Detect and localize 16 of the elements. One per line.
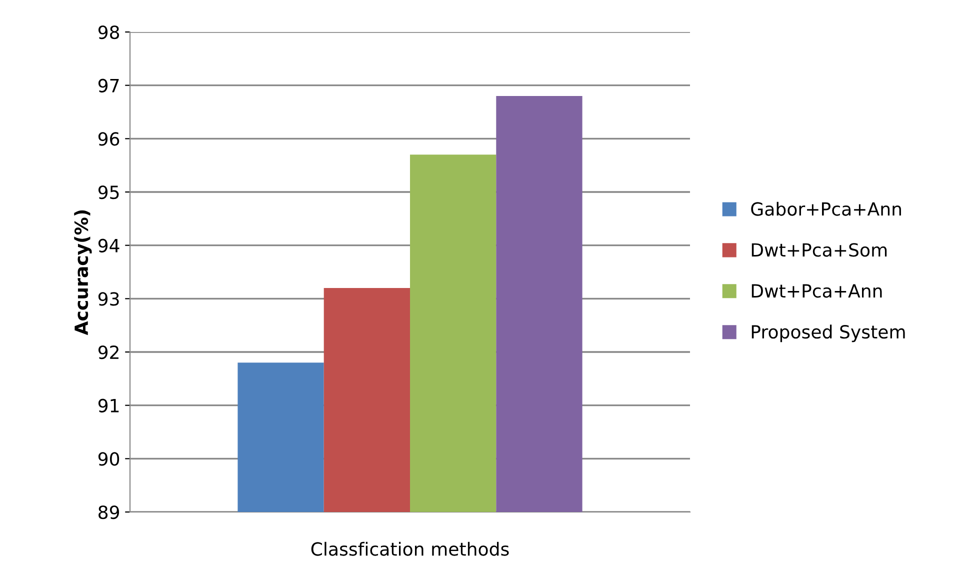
- y-tick-label: 98: [98, 25, 120, 40]
- legend-label: Dwt+Pca+Som: [752, 243, 887, 257]
- y-tick-label: 96: [98, 132, 120, 146]
- y-tick-label: 97: [98, 78, 119, 92]
- legend-label: Gabor+Pca+Ann: [751, 202, 901, 216]
- x-axis-title: Classfication methods: [311, 542, 509, 556]
- legend-label: Dwt+Pca+Ann: [752, 284, 882, 298]
- y-tick-label: 93: [98, 292, 119, 306]
- y-tick-label: 92: [98, 345, 118, 360]
- y-tick-label: 90: [98, 452, 120, 466]
- y-tick-label: 94: [98, 238, 120, 252]
- y-tick-label: 95: [98, 185, 119, 200]
- legend-label: Proposed System: [752, 324, 905, 342]
- y-axis-title: Accuracy(%): [74, 210, 92, 336]
- y-tick-label: 91: [98, 398, 119, 412]
- y-tick-label: 89: [98, 505, 120, 520]
